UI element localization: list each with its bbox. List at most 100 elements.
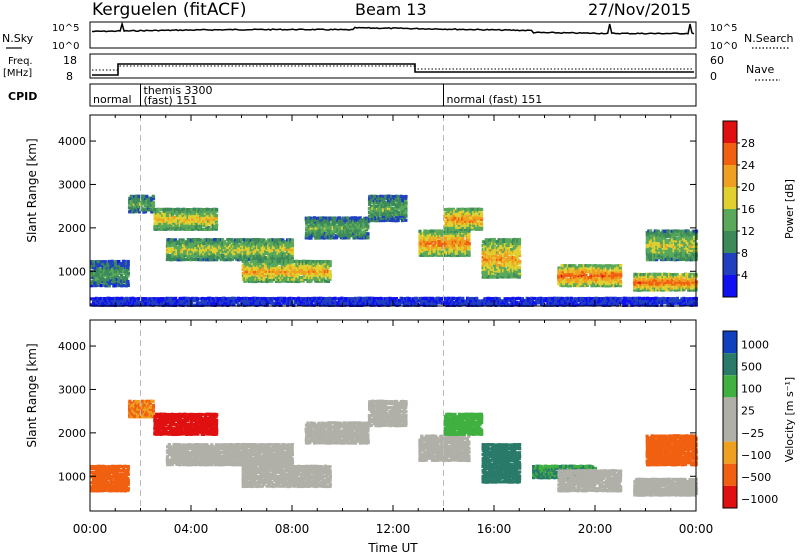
heatmap-cell xyxy=(386,218,390,222)
heatmap-cell xyxy=(281,252,285,256)
heatmap-cell xyxy=(448,241,452,245)
heatmap-cell xyxy=(475,223,479,227)
heatmap-cell xyxy=(670,284,675,288)
heatmap-cell xyxy=(333,222,337,226)
heatmap-cell xyxy=(591,276,596,280)
heatmap-cell xyxy=(235,299,239,303)
heatmap-cell xyxy=(121,301,125,305)
heatmap-cell xyxy=(650,234,654,239)
heatmap-cell xyxy=(312,263,316,267)
heatmap-cell xyxy=(210,256,214,260)
heatmap-cell xyxy=(445,221,449,226)
heatmap-cell xyxy=(453,217,457,221)
heatmap-cell xyxy=(246,277,250,281)
heatmap-cell xyxy=(96,279,100,284)
heatmap-cell xyxy=(691,240,695,245)
heatmap-cell xyxy=(115,266,119,270)
heatmap-cell xyxy=(506,255,510,259)
heatmap-cell xyxy=(159,207,163,211)
heatmap-cell xyxy=(151,204,156,208)
heatmap-cell xyxy=(426,245,430,249)
heatmap-cell xyxy=(323,264,327,268)
heatmap-cell xyxy=(653,229,657,233)
heatmap-cell xyxy=(669,254,673,258)
heatmap-cell xyxy=(162,207,166,211)
freq-tick-bottom: 8 xyxy=(66,70,73,83)
heatmap-cell xyxy=(99,267,103,272)
heatmap-cell xyxy=(366,224,370,228)
heatmap-cell xyxy=(307,268,312,272)
heatmap-cell xyxy=(194,242,198,246)
heatmap-cell xyxy=(214,214,219,218)
station-title: Kerguelen (fitACF) xyxy=(92,0,246,20)
heatmap-cell xyxy=(227,256,231,260)
heatmap-cell xyxy=(120,270,124,274)
heatmap-cell xyxy=(104,281,108,285)
heatmap-cell xyxy=(456,241,460,245)
heatmap-cell xyxy=(495,269,499,273)
heatmap-cell xyxy=(510,271,514,275)
heatmap-cell xyxy=(214,254,218,258)
heatmap-cell xyxy=(424,241,428,245)
heatmap-cell xyxy=(675,276,679,280)
heatmap-cell xyxy=(170,299,174,303)
heatmap-cell xyxy=(675,231,679,235)
heatmap-cell xyxy=(456,247,460,251)
heatmap-cell xyxy=(464,239,468,244)
heatmap-cell xyxy=(670,257,675,261)
heatmap-cell xyxy=(328,224,332,228)
heatmap-cell xyxy=(320,267,324,271)
heatmap-cell xyxy=(661,256,665,260)
heatmap-cell xyxy=(509,242,513,246)
heatmap-cell xyxy=(559,274,563,278)
heatmap-cell xyxy=(442,251,446,255)
heatmap-cell xyxy=(603,280,607,284)
heatmap-cell xyxy=(431,229,435,233)
heatmap-cell xyxy=(104,299,108,303)
heatmap-cell xyxy=(447,237,451,241)
heatmap-cell xyxy=(99,301,103,305)
heatmap-cell xyxy=(188,240,192,244)
heatmap-cell xyxy=(453,209,457,213)
heatmap-cell xyxy=(109,265,113,269)
heatmap-cell xyxy=(142,297,146,301)
heatmap-cell xyxy=(104,263,108,268)
heatmap-cell xyxy=(286,238,290,242)
heatmap-cell xyxy=(247,273,251,278)
heatmap-cell xyxy=(246,258,250,262)
heatmap-cell xyxy=(582,277,586,282)
heatmap-cell xyxy=(328,222,332,226)
heatmap-cell xyxy=(634,286,638,290)
heatmap-cell xyxy=(322,228,326,232)
heatmap-cell xyxy=(596,270,600,274)
heatmap-cell xyxy=(421,241,425,245)
freq-label: Freq. xyxy=(8,56,33,67)
heatmap-cell xyxy=(615,270,619,274)
heatmap-cell xyxy=(271,259,275,263)
heatmap-cell xyxy=(257,252,261,256)
heatmap-cell xyxy=(183,303,187,307)
heatmap-cell xyxy=(169,248,173,252)
heatmap-cell xyxy=(123,276,127,280)
heatmap-cell xyxy=(619,272,623,276)
heatmap-cell xyxy=(655,258,659,262)
heatmap-cell xyxy=(503,260,507,264)
heatmap-cell xyxy=(140,206,144,210)
heatmap-cell xyxy=(309,279,313,283)
heatmap-cell xyxy=(110,297,114,301)
heatmap-cell xyxy=(227,242,231,246)
heatmap-cell xyxy=(167,297,171,301)
heatmap-cell xyxy=(418,249,422,253)
heatmap-cell xyxy=(658,272,662,276)
heatmap-cell xyxy=(424,253,428,257)
heatmap-cell xyxy=(326,230,330,234)
heatmap-cell xyxy=(148,198,152,202)
heatmap-cell xyxy=(440,229,444,233)
heatmap-cell xyxy=(655,288,659,292)
heatmap-cell xyxy=(513,273,517,277)
heatmap-cell xyxy=(683,244,687,248)
heatmap-cell xyxy=(170,216,174,220)
heatmap-cell xyxy=(513,250,517,254)
heatmap-cell xyxy=(426,243,430,247)
